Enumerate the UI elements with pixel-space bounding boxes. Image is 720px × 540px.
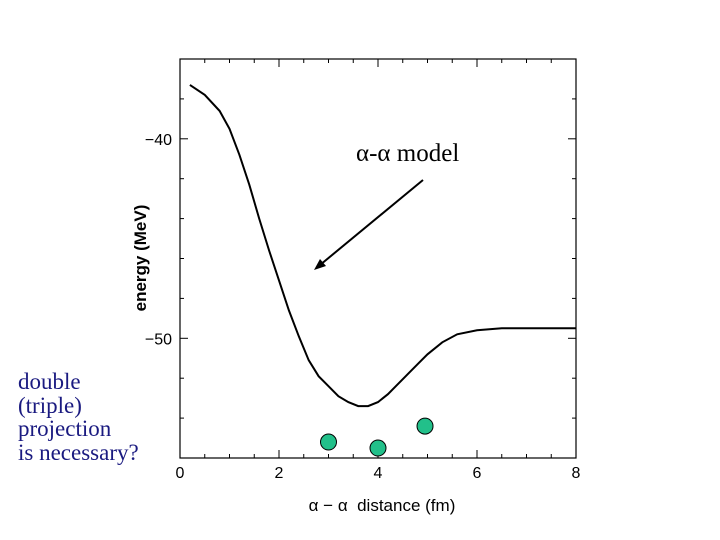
side-note-line: (triple) [18, 392, 82, 418]
data-point [320, 433, 337, 451]
x-tick-label: 0 [176, 465, 185, 482]
data-points [320, 417, 434, 457]
x-tick-label: 2 [275, 465, 284, 482]
side-note-line: projection [18, 416, 112, 441]
series-line-alpha-alpha-model [189, 84, 576, 408]
y-tick-labels: −40 −50 [145, 132, 172, 348]
y-tick-label: −40 [145, 132, 172, 149]
side-note: double (triple) projection is necessary? [18, 370, 139, 464]
x-tick-label: 4 [374, 465, 383, 482]
x-tick-labels: 0 2 4 6 8 [176, 465, 581, 482]
x-tick-label: 6 [473, 465, 482, 482]
data-point [369, 439, 387, 457]
annotation-text: α-α model [356, 140, 459, 167]
data-point [416, 417, 434, 435]
annotation-arrow [314, 179, 424, 270]
y-axis-label: energy (MeV) [131, 205, 150, 312]
side-note-line: double [18, 369, 81, 394]
axis-ticks [179, 58, 577, 459]
plot-frame [179, 58, 577, 459]
y-tick-label: −50 [145, 331, 172, 348]
x-tick-label: 8 [572, 465, 581, 482]
side-note-line: is necessary? [18, 439, 139, 465]
x-axis-label: α − α distance (fm) [309, 496, 456, 515]
